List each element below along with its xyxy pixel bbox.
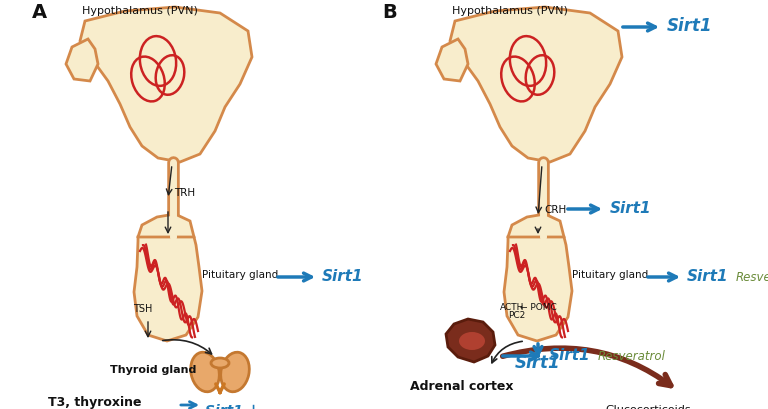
Text: CRH: CRH — [544, 204, 566, 214]
Text: Pituitary gland: Pituitary gland — [202, 270, 278, 279]
Ellipse shape — [220, 353, 250, 392]
Text: PC2: PC2 — [508, 310, 525, 319]
Text: Pituitary gland: Pituitary gland — [572, 270, 648, 279]
Text: TRH: TRH — [174, 188, 195, 198]
Polygon shape — [138, 214, 194, 245]
Polygon shape — [134, 237, 202, 341]
Polygon shape — [80, 8, 252, 163]
Text: A: A — [32, 3, 47, 22]
Text: Resveratrol: Resveratrol — [736, 270, 768, 283]
Text: Glucocorticoids
(cortisol, corticosterone): Glucocorticoids (cortisol, corticosteron… — [580, 404, 717, 409]
Text: Sirt1: Sirt1 — [515, 353, 561, 371]
Text: Sirt1: Sirt1 — [322, 268, 363, 283]
Text: TSH: TSH — [133, 303, 152, 313]
Text: T3, thyroxine: T3, thyroxine — [48, 395, 141, 408]
Text: Hypothalamus (PVN): Hypothalamus (PVN) — [82, 6, 198, 16]
Text: Resveratrol: Resveratrol — [598, 349, 666, 362]
Polygon shape — [450, 8, 622, 163]
Polygon shape — [504, 237, 572, 341]
Text: B: B — [382, 3, 397, 22]
Text: ACTH: ACTH — [500, 302, 525, 311]
Polygon shape — [436, 40, 468, 82]
Text: ← POMC: ← POMC — [520, 302, 557, 311]
Ellipse shape — [459, 332, 485, 350]
Text: Sirt1: Sirt1 — [610, 200, 651, 216]
Text: Sirt1: Sirt1 — [549, 347, 591, 362]
Text: Sirt1: Sirt1 — [667, 17, 713, 35]
Text: Adrenal cortex: Adrenal cortex — [410, 379, 514, 392]
Polygon shape — [508, 214, 564, 245]
Ellipse shape — [190, 353, 220, 392]
Text: Thyroid gland: Thyroid gland — [110, 364, 197, 374]
Text: Sirt1: Sirt1 — [687, 268, 729, 283]
Polygon shape — [66, 40, 98, 82]
Text: Hypothalamus (PVN): Hypothalamus (PVN) — [452, 6, 568, 16]
Polygon shape — [446, 319, 495, 362]
Ellipse shape — [211, 358, 229, 368]
Text: Sirt1 ↓
(liver): Sirt1 ↓ (liver) — [205, 403, 260, 409]
